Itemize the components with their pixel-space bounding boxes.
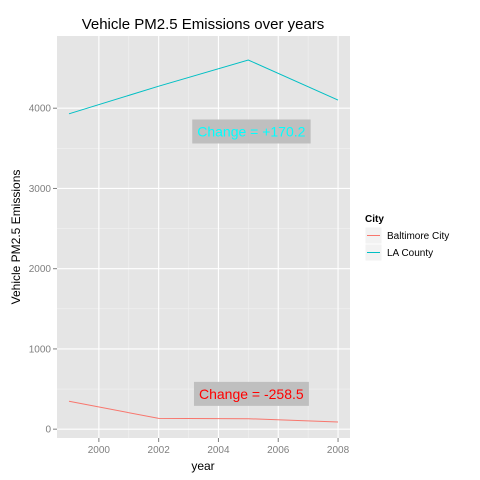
annotation-layer: Change = +170.2 Change = -258.5: [192, 119, 311, 406]
series-line: [68, 400, 339, 423]
grid-minor: [57, 36, 350, 438]
y-tick-label: 1000: [29, 344, 52, 355]
x-axis: 2000 2002 2004 2006 2008: [88, 438, 350, 456]
y-axis-title: Vehicle PM2.5 Emissions: [9, 170, 23, 305]
series-line: [68, 59, 339, 115]
y-tick-label: 0: [45, 425, 51, 436]
series-layer: [68, 59, 339, 423]
legend-items: Baltimore City LA County: [364, 226, 449, 262]
annotation-background: [193, 381, 309, 406]
plot-panel: [57, 36, 350, 438]
chart-title: Vehicle PM2.5 Emissions over years: [82, 16, 325, 33]
x-tick-label: 2000: [88, 445, 111, 456]
x-tick-label: 2004: [207, 445, 230, 456]
x-tick-label: 2002: [148, 445, 171, 456]
x-axis-title: year: [191, 459, 214, 473]
y-tick-label: 3000: [29, 184, 52, 195]
legend-title: City: [365, 214, 384, 225]
y-axis: 0 1000 2000 3000 4000: [29, 104, 57, 436]
annotation-background: [192, 119, 311, 144]
legend: City Baltimore City LA County: [364, 214, 449, 262]
x-tick-label: 2008: [327, 445, 350, 456]
annotation-label: Change = +170.2: [197, 123, 305, 139]
grid-major: [57, 36, 350, 438]
legend-label: Baltimore City: [387, 231, 449, 242]
y-tick-label: 2000: [29, 264, 52, 275]
annotation-label: Change = -258.5: [199, 386, 304, 402]
x-tick-label: 2006: [267, 445, 290, 456]
y-tick-label: 4000: [29, 104, 52, 115]
legend-label: LA County: [387, 248, 433, 259]
